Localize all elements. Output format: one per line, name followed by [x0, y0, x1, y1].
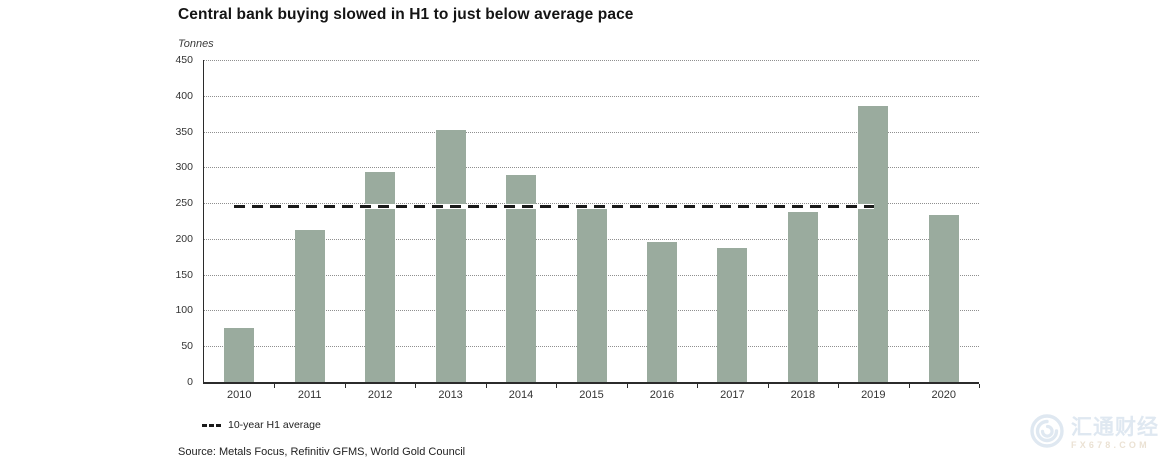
- x-tick-label-2018: 2018: [790, 389, 816, 401]
- x-axis-tick: [908, 384, 910, 388]
- x-axis-tick: [556, 384, 558, 388]
- x-tick-label-2020: 2020: [931, 389, 956, 401]
- y-tick-label-150: 150: [175, 268, 193, 281]
- gridline-400: [204, 95, 979, 97]
- x-tick-label-2016: 2016: [649, 389, 675, 401]
- chart-title: Central bank buying slowed in H1 to just…: [178, 6, 634, 23]
- gridline-250: [204, 203, 979, 205]
- bar-2016: [646, 241, 677, 382]
- x-tick-label-2011: 2011: [297, 389, 322, 401]
- x-tick-label-2014: 2014: [508, 389, 534, 401]
- x-tick-label-2013: 2013: [438, 389, 463, 401]
- bar-2020: [928, 215, 959, 382]
- y-tick-label-100: 100: [175, 304, 193, 317]
- x-tick-label-2017: 2017: [720, 389, 745, 401]
- y-axis-unit-label: Tonnes: [178, 38, 214, 50]
- bar-2014: [506, 175, 537, 382]
- gridline-300: [204, 167, 979, 169]
- gridline-450: [204, 60, 979, 61]
- watermark-site-url: FX678.COM: [1071, 439, 1150, 450]
- y-tick-label-400: 400: [175, 89, 193, 102]
- bar-2013: [435, 130, 466, 382]
- y-tick-label-250: 250: [175, 197, 193, 210]
- x-axis-tick: [767, 384, 769, 388]
- average-dashed-line-dashes: [234, 205, 874, 209]
- x-axis-tick: [274, 384, 276, 388]
- x-axis-tick: [415, 384, 417, 388]
- y-tick-label-200: 200: [175, 232, 193, 245]
- y-tick-label-350: 350: [175, 125, 193, 138]
- chart-plot-area: 2010 2011 2012 2013 2014 2015 2016 2017 2018 2019…: [203, 60, 980, 401]
- bar-2011: [294, 230, 325, 382]
- legend-label: 10-year H1 average: [228, 419, 321, 431]
- x-axis-tick: [626, 384, 628, 388]
- bar-2015: [576, 205, 607, 382]
- x-axis-tick: [344, 384, 346, 388]
- source-attribution: Source: Metals Focus, Refinitiv GFMS, Wo…: [178, 446, 466, 458]
- x-axis-tick: [697, 384, 699, 388]
- y-axis-tick-labels: 0 50 100 150 200 250 300 350 400 450: [154, 54, 198, 388]
- bar-2010: [224, 328, 255, 382]
- x-tick-label-2015: 2015: [579, 389, 604, 401]
- y-tick-label-450: 450: [175, 54, 193, 66]
- gridline-350: [204, 131, 979, 133]
- site-watermark: 汇通财经 FX678.COM: [1029, 413, 1159, 454]
- bar-2017: [717, 248, 748, 382]
- y-tick-label-50: 50: [181, 340, 193, 353]
- y-tick-label-300: 300: [175, 161, 193, 174]
- x-axis-tick: [485, 384, 487, 388]
- x-tick-label-2010: 2010: [226, 389, 252, 401]
- chart-legend: 10-year H1 average: [202, 419, 321, 431]
- dashed-line-legend-swatch: [202, 423, 221, 427]
- x-tick-label-2019: 2019: [861, 389, 886, 401]
- y-tick-label-0: 0: [187, 376, 193, 388]
- fx678-swirl-logo-icon: [1029, 413, 1065, 454]
- x-tick-label-2012: 2012: [367, 389, 393, 401]
- average-dashed-line: [234, 204, 874, 210]
- x-axis-tick: [979, 384, 980, 388]
- watermark-chinese-name: 汇通财经: [1071, 415, 1159, 439]
- x-axis-tick: [838, 384, 840, 388]
- bar-2019: [858, 105, 889, 382]
- bar-2018: [787, 211, 818, 382]
